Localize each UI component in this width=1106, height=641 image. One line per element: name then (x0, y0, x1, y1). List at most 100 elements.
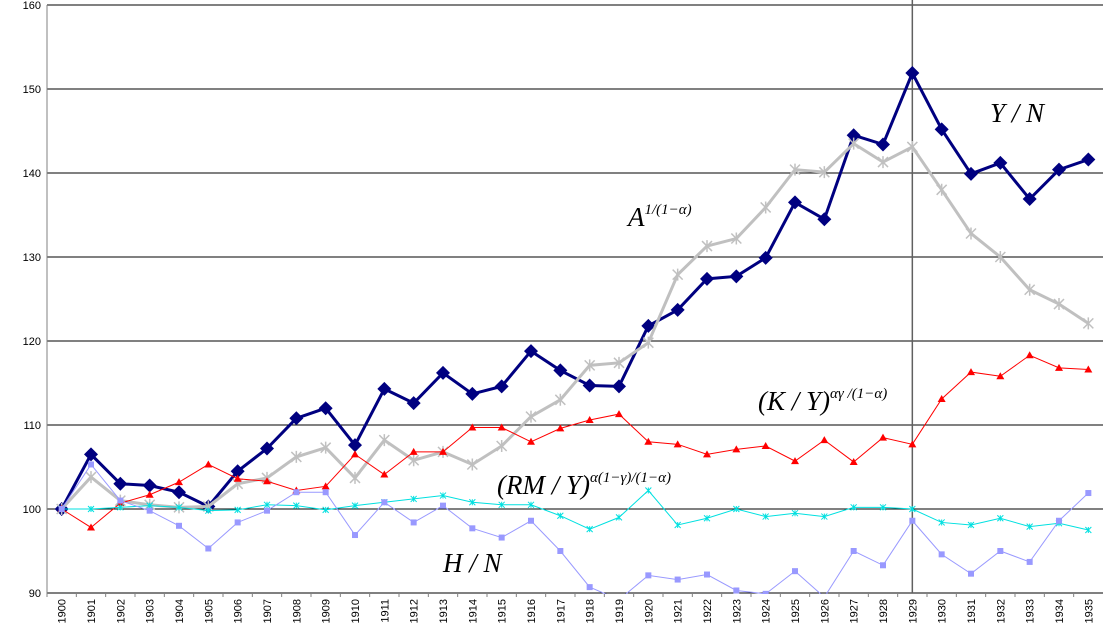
data-point (613, 356, 625, 369)
data-point (556, 424, 565, 432)
x-tick-label: 1935 (1083, 599, 1095, 623)
x-tick-label: 1911 (379, 599, 391, 623)
x-tick-label: 1903 (145, 599, 157, 623)
series-exponent: αγ /(1−α) (830, 386, 887, 402)
data-point (377, 381, 392, 396)
data-point (439, 447, 447, 455)
data-point (879, 503, 887, 511)
data-point (351, 502, 359, 509)
data-point (175, 503, 183, 511)
data-point (615, 410, 623, 418)
data-point (87, 523, 95, 531)
series-line (61, 463, 1089, 594)
data-point (792, 568, 798, 575)
data-point (142, 478, 157, 493)
data-point (645, 572, 652, 579)
data-point (1024, 283, 1036, 296)
plot-area (54, 66, 1096, 594)
data-point (762, 590, 769, 594)
data-point (468, 498, 476, 506)
data-point (204, 460, 213, 468)
data-point (938, 519, 946, 526)
data-point (934, 122, 949, 137)
x-tick-label: 1929 (907, 599, 919, 623)
data-point (761, 442, 770, 449)
series-name: (K / Y) (758, 386, 830, 416)
series-label: (RM / Y)α(1−γ)/(1−α) (497, 470, 671, 500)
series-exponent: α(1−γ)/(1−α) (590, 470, 671, 486)
x-tick-label: 1930 (937, 599, 949, 623)
data-point (84, 447, 98, 462)
x-tick-label: 1910 (350, 599, 362, 623)
data-point (908, 440, 917, 448)
data-point (260, 441, 274, 456)
data-point (525, 410, 537, 423)
data-point (469, 525, 476, 532)
data-point (674, 576, 681, 583)
data-point (1084, 365, 1093, 373)
data-point (292, 502, 300, 509)
series-name: A (626, 202, 645, 232)
x-tick-label: 1931 (966, 599, 978, 623)
data-point (788, 195, 802, 210)
data-point (585, 415, 594, 423)
data-point (994, 251, 1006, 263)
data-point (849, 457, 858, 465)
data-point (615, 514, 623, 521)
data-point (1085, 490, 1092, 497)
x-tick-label: 1919 (614, 599, 626, 623)
data-point (1025, 351, 1034, 359)
data-point (967, 521, 975, 529)
series-label: H / N (442, 548, 504, 578)
data-point (204, 507, 212, 515)
data-point (789, 163, 801, 176)
x-tick-label: 1921 (673, 599, 685, 623)
data-point (672, 268, 684, 281)
data-point (820, 436, 829, 444)
data-point (1082, 317, 1094, 330)
data-point (703, 450, 711, 458)
data-point (263, 477, 271, 485)
data-point (322, 489, 329, 496)
data-point (993, 155, 1008, 170)
x-tick-label: 1923 (731, 599, 743, 623)
data-point (997, 548, 1004, 554)
data-point (146, 507, 153, 514)
x-tick-label: 1915 (497, 599, 509, 623)
data-point (996, 372, 1005, 380)
x-tick-label: 1928 (878, 599, 890, 623)
data-point (87, 505, 95, 513)
data-point (410, 495, 418, 503)
data-point (380, 470, 389, 478)
x-tick-label: 1926 (819, 599, 831, 623)
x-tick-label: 1904 (174, 599, 186, 623)
data-point (289, 411, 304, 426)
data-point (964, 166, 978, 181)
data-point (117, 497, 124, 504)
data-point (644, 487, 652, 494)
data-point (496, 440, 508, 452)
y-tick-label: 110 (23, 420, 41, 432)
series-label: A1/(1−α) (626, 202, 692, 232)
data-point (791, 509, 799, 517)
data-point (498, 534, 505, 541)
series-line (61, 489, 1089, 531)
data-point (527, 501, 535, 509)
data-point (230, 464, 245, 479)
data-point (996, 514, 1004, 522)
data-point (1056, 517, 1062, 524)
data-point (877, 156, 889, 169)
data-point (880, 562, 886, 569)
data-point (498, 501, 506, 509)
data-point (378, 434, 390, 447)
data-point (554, 393, 566, 406)
data-point (553, 363, 568, 378)
data-point (642, 336, 654, 349)
data-point (349, 471, 361, 484)
data-point (146, 502, 154, 509)
data-point (497, 423, 506, 431)
data-point (348, 438, 362, 453)
x-tick-label: 1907 (262, 599, 274, 623)
y-tick-label: 130 (23, 252, 41, 264)
data-point (937, 394, 946, 402)
